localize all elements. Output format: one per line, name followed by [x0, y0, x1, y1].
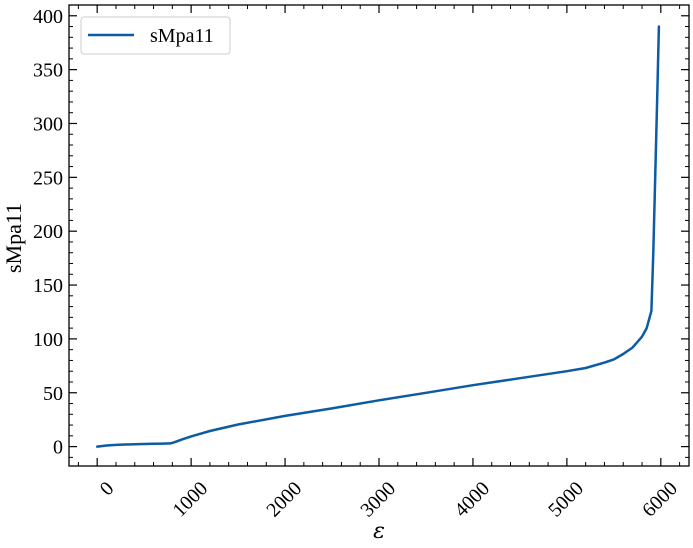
x-tick-labels: 0 1000 2000 3000 4000 5000 6000 [96, 478, 682, 522]
x-tick-label: 2000 [262, 478, 306, 522]
y-tick-label: 200 [33, 221, 63, 243]
x-tick-label: 4000 [450, 478, 494, 522]
y-tick-labels: 0 50 100 150 200 250 300 350 400 [33, 6, 63, 459]
y-tick-label: 50 [43, 383, 63, 405]
x-tick-label: 3000 [356, 478, 400, 522]
plot-frame [68, 4, 690, 467]
y-tick-label: 0 [53, 437, 63, 459]
y-tick-label: 150 [33, 275, 63, 297]
y-tick-label: 400 [33, 6, 63, 28]
legend: sMpa11 [80, 16, 231, 55]
x-tick-label: 5000 [544, 478, 588, 522]
legend-box [80, 16, 231, 55]
y-tick-label: 300 [33, 113, 63, 135]
series-line-smpa11 [95, 25, 661, 448]
x-axis-label: ε [373, 519, 385, 544]
plot-area [69, 5, 689, 466]
y-tick-label: 250 [33, 167, 63, 189]
x-tick-label: 1000 [168, 478, 212, 522]
x-tick-label: 0 [96, 478, 119, 501]
y-tick-label: 350 [33, 60, 63, 82]
y-axis-label: sMpa11 [1, 203, 26, 273]
legend-label: sMpa11 [150, 25, 214, 47]
y-tick-label: 100 [33, 329, 63, 351]
axis-ticks [69, 4, 689, 466]
x-tick-label: 6000 [638, 478, 682, 522]
